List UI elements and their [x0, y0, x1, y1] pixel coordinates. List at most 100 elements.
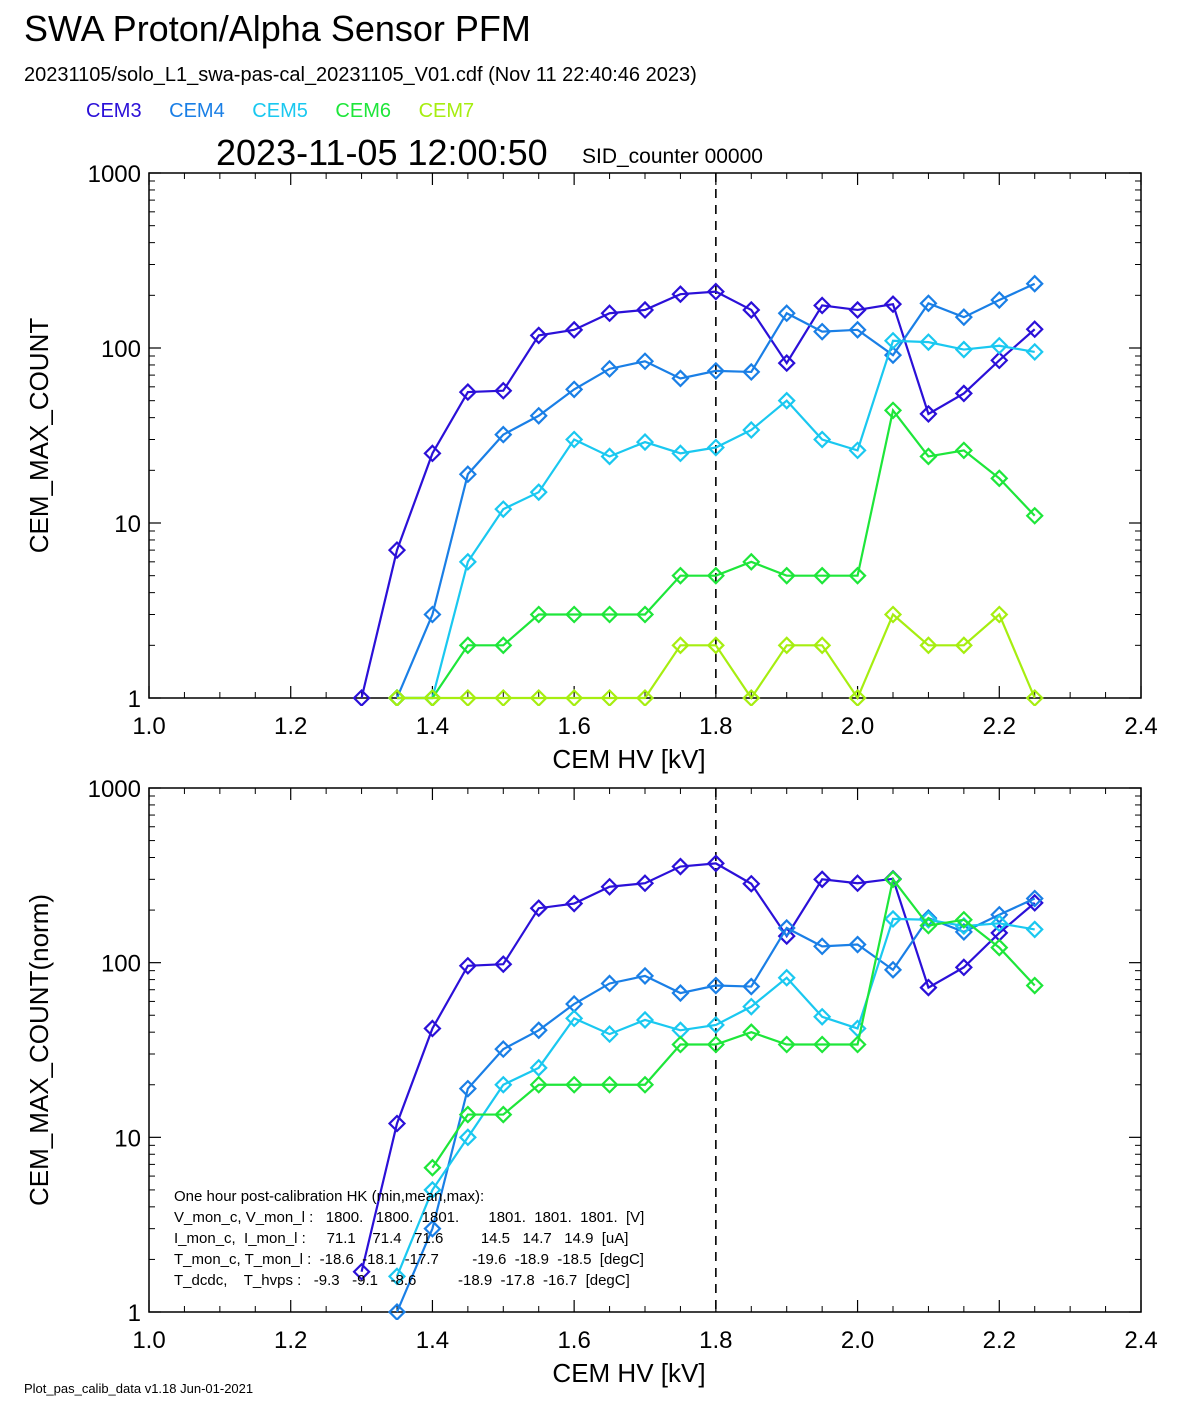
point-cem3 [954, 384, 973, 403]
y-tick-label: 1 [128, 686, 141, 713]
point-cem3 [1025, 320, 1044, 339]
point-cem3 [565, 894, 584, 913]
x-tick-label: 2.4 [1124, 713, 1157, 740]
point-cem4 [1025, 889, 1044, 908]
point-cem5 [529, 483, 548, 502]
point-cem7 [565, 688, 584, 706]
series-group [352, 274, 1044, 706]
point-cem3 [635, 874, 655, 893]
point-cem6 [529, 605, 548, 624]
series-line-cem5 [395, 917, 1035, 1277]
point-cem6 [742, 1023, 761, 1042]
plot-panel-1: 1.0 1.2 1.4 1.6 1.8 2.0 2.2 2.4 1 10 100 1000 CEM HV… [24, 161, 1158, 774]
file-info: 20231105/solo_L1_swa-pas-cal_20231105_V0… [24, 64, 697, 86]
point-cem5 [565, 430, 584, 449]
point-cem4 [1025, 274, 1044, 293]
footer-version: Plot_pas_calib_data v1.18 Jun-01-2021 [24, 1381, 254, 1396]
point-cem5 [458, 1128, 477, 1147]
point-cem3 [919, 978, 938, 997]
x-tick-label: 1.8 [699, 1327, 732, 1354]
series-line-cem6 [397, 407, 1036, 700]
series-line-cem5 [397, 339, 1035, 700]
y-tick-label: 1 [128, 1300, 141, 1327]
hk-summary: One hour post-calibration HK (min,mean,m… [174, 1186, 644, 1291]
x-tick-label: 2.2 [983, 713, 1016, 740]
point-cem4 [635, 352, 655, 371]
y-tick-label: 10 [114, 1125, 141, 1152]
point-cem7 [848, 688, 867, 706]
point-cem5 [919, 333, 938, 352]
point-cem5 [387, 1267, 407, 1286]
point-cem5 [848, 441, 867, 460]
series-group [352, 854, 1044, 1320]
x-tick-label: 2.0 [841, 713, 874, 740]
sid-counter: SID_counter 00000 [582, 145, 763, 168]
x-tick-label: 1.6 [557, 1327, 590, 1354]
x-tick-label: 2.2 [983, 1327, 1016, 1354]
point-cem6 [742, 552, 761, 571]
point-cem3 [813, 870, 832, 889]
point-cem5 [494, 1075, 513, 1094]
x-tick-label: 1.4 [416, 713, 449, 740]
point-cem3 [423, 1019, 442, 1038]
x-tick-label: 1.6 [557, 713, 590, 740]
point-cem5 [813, 430, 832, 449]
point-cem3 [565, 320, 584, 339]
point-cem7 [671, 636, 690, 655]
point-cem6 [848, 1035, 867, 1054]
point-cem4 [529, 1021, 548, 1040]
point-cem5 [600, 447, 619, 466]
point-cem4 [742, 977, 761, 996]
point-cem7 [423, 688, 442, 706]
point-cem6 [565, 1075, 584, 1094]
point-cem4 [458, 1079, 477, 1098]
point-cem3 [990, 351, 1009, 370]
point-cem4 [458, 465, 477, 484]
point-cem3 [671, 285, 690, 304]
y-tick-label: 100 [101, 951, 141, 978]
point-cem4 [954, 308, 973, 327]
x-tick-label: 2.4 [1124, 1327, 1157, 1354]
point-cem6 [813, 1035, 832, 1054]
series-line-cem4 [395, 282, 1036, 699]
point-cem4 [848, 320, 867, 339]
point-cem6 [458, 636, 477, 655]
point-cem4 [777, 304, 796, 323]
y-tick-label: 10 [114, 511, 141, 538]
point-cem3 [458, 383, 477, 402]
x-tick-label: 1.8 [699, 713, 732, 740]
point-cem3 [671, 857, 690, 876]
point-cem6 [706, 566, 725, 585]
point-cem6 [813, 566, 832, 585]
hk-row-temp-dcdc: T_dcdc, T_hvps : -9.3 -9.1 -8.6 -18.9 -1… [174, 1272, 630, 1289]
point-cem6 [883, 870, 903, 889]
hk-row-temp-mon: T_mon_c, T_mon_l : -18.6 -18.1 -17.7 -19… [174, 1251, 644, 1268]
page-title: SWA Proton/Alpha Sensor PFM [24, 8, 531, 49]
point-cem6 [529, 1075, 548, 1094]
point-cem3 [883, 295, 903, 314]
timestamp: 2023-11-05 12:00:50 [216, 132, 548, 173]
point-cem4 [706, 361, 725, 380]
point-cem6 [706, 1035, 725, 1054]
point-cem3 [600, 877, 619, 896]
point-cem3 [600, 304, 619, 323]
point-cem4 [671, 983, 690, 1003]
point-cem5 [671, 444, 690, 463]
point-cem5 [990, 336, 1009, 355]
hk-row-voltage: V_mon_c, V_mon_l : 1800. 1800. 1801. 180… [174, 1209, 645, 1226]
point-cem6 [777, 1035, 796, 1054]
point-cem3 [954, 958, 973, 977]
point-cem5 [1025, 920, 1044, 939]
point-cem6 [954, 910, 973, 929]
y-tick-label: 100 [101, 336, 141, 363]
point-cem6 [883, 401, 903, 420]
point-cem7 [990, 605, 1009, 624]
point-cem4 [777, 918, 796, 938]
legend-cem4: CEM4 [169, 100, 225, 122]
point-cem5 [742, 420, 761, 440]
point-cem7 [458, 688, 477, 706]
point-cem6 [919, 916, 938, 935]
point-cem4 [742, 362, 761, 381]
point-cem6 [848, 566, 867, 585]
point-cem3 [352, 688, 371, 706]
